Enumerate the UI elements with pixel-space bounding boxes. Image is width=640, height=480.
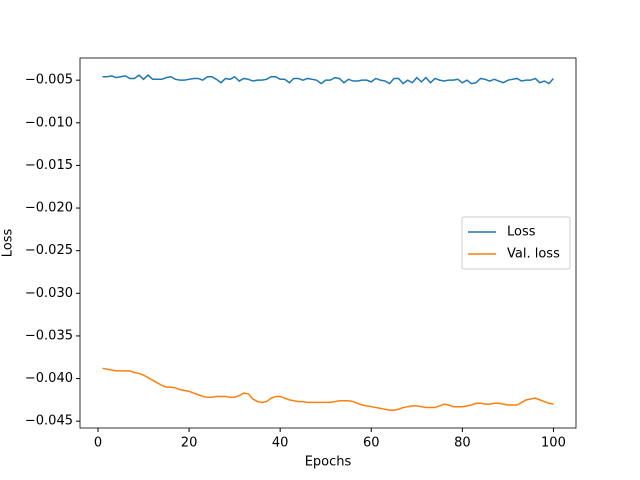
x-tick-label: 0 bbox=[94, 436, 102, 451]
legend-box bbox=[461, 216, 571, 270]
x-tick-label: 40 bbox=[272, 436, 289, 451]
x-tick-label: 60 bbox=[363, 436, 380, 451]
y-tick-label: −0.015 bbox=[25, 158, 73, 173]
y-axis-label: Loss bbox=[1, 229, 16, 258]
y-tick-label: −0.040 bbox=[25, 371, 73, 386]
series-line bbox=[102, 74, 555, 85]
x-tick-label: 100 bbox=[541, 436, 566, 451]
y-tick-label: −0.005 bbox=[25, 73, 73, 88]
y-tick-label: −0.045 bbox=[25, 414, 73, 429]
y-tick-label: −0.010 bbox=[25, 115, 73, 130]
x-axis-label: Epochs bbox=[305, 455, 352, 470]
y-tick-label: −0.020 bbox=[25, 201, 73, 216]
legend-label: Loss bbox=[507, 225, 536, 240]
y-tick-label: −0.025 bbox=[25, 243, 73, 258]
x-tick-label: 20 bbox=[181, 436, 198, 451]
plot-frame bbox=[79, 57, 577, 429]
y-tick-label: −0.035 bbox=[25, 328, 73, 343]
legend-label: Val. loss bbox=[507, 247, 560, 262]
series-line bbox=[102, 367, 554, 411]
y-tick-label: −0.030 bbox=[25, 286, 73, 301]
x-tick-label: 80 bbox=[454, 436, 471, 451]
